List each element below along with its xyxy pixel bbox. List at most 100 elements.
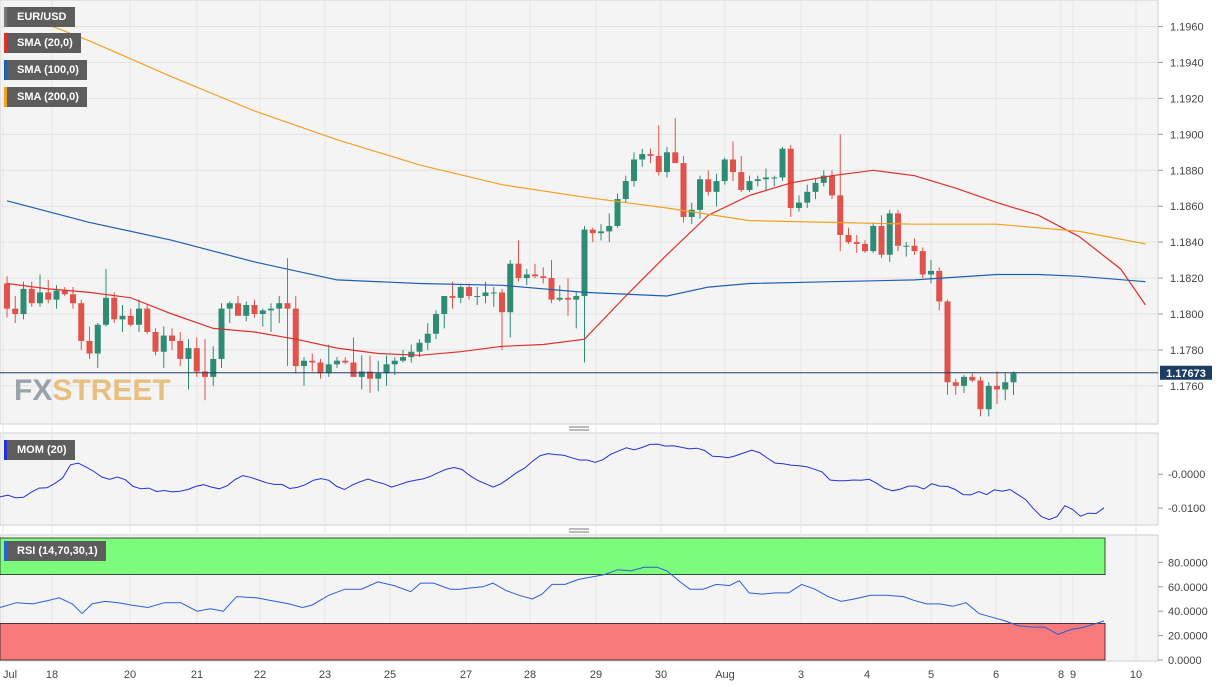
candle-body — [325, 364, 332, 374]
rsi-tick-label: 40.0000 — [1168, 606, 1208, 618]
rsi-tick-label: 0.0000 — [1168, 655, 1202, 667]
date-tick-label: 22 — [254, 669, 266, 681]
momentum-line — [0, 443, 1105, 521]
candle-body — [111, 297, 118, 320]
candle-body — [886, 213, 893, 255]
candle-body — [631, 159, 637, 182]
candle-body — [53, 290, 60, 300]
price-panel[interactable] — [0, 0, 1159, 425]
candle-body — [944, 301, 951, 383]
mom-tick-label: -0.0100 — [1168, 503, 1205, 515]
candle-body — [70, 294, 76, 304]
candle-body — [895, 213, 901, 246]
candle-body — [61, 290, 68, 295]
candle-body — [705, 179, 712, 192]
candle-body — [903, 245, 910, 247]
candle-body — [1002, 382, 1009, 390]
candle-body — [218, 308, 225, 359]
date-tick-label: 8 — [1058, 669, 1064, 681]
candle-body — [919, 251, 926, 275]
rsi-tick-label: 20.0000 — [1168, 631, 1208, 643]
date-tick-label: Aug — [715, 669, 735, 681]
date-tick-label: 5 — [928, 669, 934, 681]
candle-body — [977, 380, 984, 410]
candle-body — [342, 360, 349, 363]
candle-body — [375, 373, 382, 379]
rsi-zones — [0, 537, 1106, 661]
candle-body — [424, 333, 431, 343]
candle-body — [37, 292, 43, 304]
candle-body — [193, 348, 200, 372]
sma200-line — [6, 8, 1146, 245]
candle-body — [391, 360, 398, 365]
candle-body — [969, 376, 976, 381]
candle-body — [160, 335, 167, 352]
candle-body — [730, 159, 736, 173]
candle-body — [598, 231, 604, 234]
candle-body — [383, 364, 390, 374]
rsi-overbought-zone — [0, 537, 1106, 575]
candle-body — [433, 314, 439, 334]
candle-body — [870, 225, 877, 252]
panel-resize-handle[interactable] — [569, 426, 589, 431]
candle-body — [985, 385, 992, 410]
candle-body — [754, 179, 761, 182]
candle-body — [507, 263, 514, 313]
candle-body — [721, 159, 728, 182]
candle-body — [994, 385, 1000, 390]
candle-body — [202, 371, 208, 377]
candle-body — [812, 182, 819, 192]
candle-body — [664, 152, 670, 173]
candle-body — [581, 229, 588, 297]
candle-body — [853, 242, 860, 244]
current-price-label: 1.17673 — [1166, 368, 1206, 380]
candle-body — [400, 357, 406, 361]
candle-body — [268, 308, 274, 311]
date-tick-label: 23 — [319, 669, 331, 681]
candle-body — [28, 288, 35, 304]
date-tick-label: 28 — [524, 669, 536, 681]
candle-body — [482, 292, 489, 297]
candle-body — [787, 148, 794, 209]
mom-panel[interactable] — [0, 432, 1159, 526]
legend-mom[interactable]: MOM (20) — [4, 440, 75, 460]
candle-body — [680, 163, 687, 217]
candle-body — [829, 175, 835, 196]
candle-body — [490, 292, 497, 294]
legend-sma100[interactable]: SMA (100,0) — [4, 60, 87, 80]
date-tick-label: 3 — [798, 669, 804, 681]
legend-sma20[interactable]: SMA (20,0) — [4, 33, 81, 53]
candle-body — [796, 202, 802, 209]
candle-body — [804, 191, 811, 203]
fxstreet-logo: FXSTREET — [14, 374, 171, 408]
candle-body — [820, 175, 827, 183]
candle-body — [259, 310, 266, 315]
logo-street: STREET — [52, 374, 171, 407]
current-price-tag: 1.17673 — [1160, 365, 1212, 380]
candle-body — [565, 297, 571, 300]
date-tick-label: 25 — [384, 669, 396, 681]
candle-body — [169, 335, 175, 341]
candle-body — [622, 181, 629, 200]
legend-pair[interactable]: EUR/USD — [4, 7, 75, 27]
candle-body — [655, 155, 662, 173]
candle-body — [499, 292, 505, 313]
sma100-line — [6, 200, 1146, 297]
candle-body — [45, 292, 52, 300]
price-tick-label: 1.1780 — [1170, 345, 1204, 357]
candle-body — [878, 225, 885, 255]
candle-body — [86, 340, 93, 354]
candle-body — [952, 382, 959, 386]
panel-resize-handle[interactable] — [569, 528, 589, 533]
legend-rsi[interactable]: RSI (14,70,30,1) — [4, 541, 106, 561]
candle-body — [556, 297, 563, 300]
legend-sma200[interactable]: SMA (200,0) — [4, 87, 87, 107]
price-tick-label: 1.1880 — [1170, 165, 1204, 177]
candle-body — [606, 225, 613, 232]
candle-body — [367, 371, 373, 379]
candle-body — [961, 376, 967, 386]
candle-body — [119, 315, 126, 320]
candle-body — [317, 362, 324, 374]
candle-body — [523, 274, 530, 279]
rsi-oversold-zone — [0, 623, 1106, 661]
